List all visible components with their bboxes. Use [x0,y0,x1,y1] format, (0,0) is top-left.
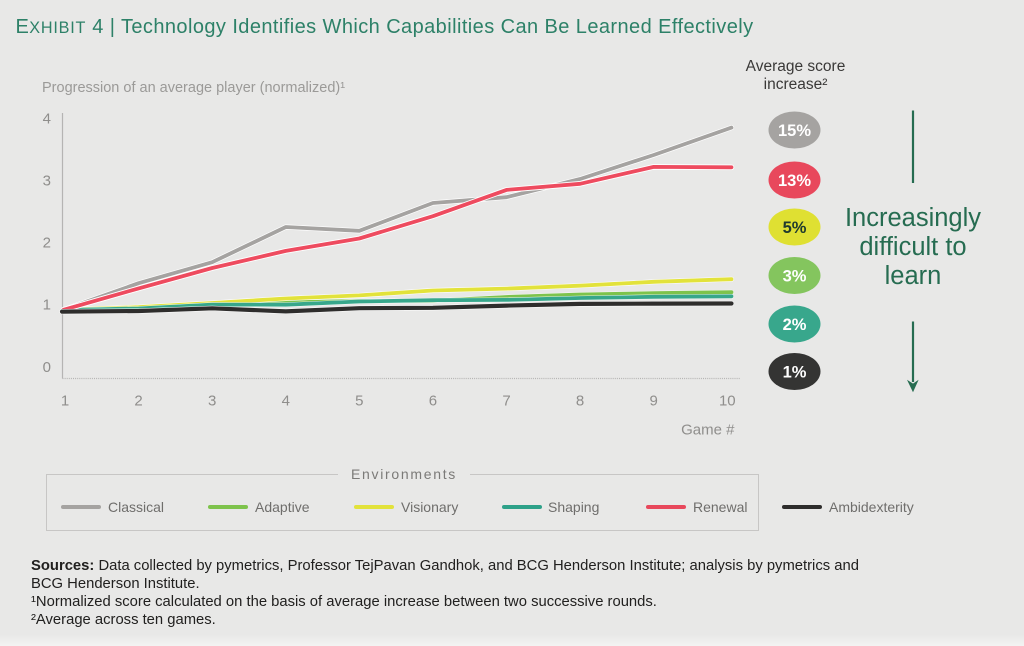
svg-text:1%: 1% [783,363,807,381]
svg-text:5: 5 [355,393,363,410]
svg-text:13%: 13% [778,172,811,190]
svg-text:2%: 2% [783,316,807,334]
svg-text:3: 3 [43,173,51,190]
svg-text:10: 10 [719,393,736,410]
svg-text:0: 0 [43,359,51,376]
svg-text:3%: 3% [783,267,807,285]
svg-text:8: 8 [576,393,584,410]
svg-text:9: 9 [650,393,658,410]
svg-text:2: 2 [134,393,142,410]
svg-text:1: 1 [43,297,51,314]
svg-text:2: 2 [43,235,51,252]
svg-text:1: 1 [61,393,69,410]
svg-text:7: 7 [502,393,510,410]
svg-text:5%: 5% [783,219,807,237]
svg-text:6: 6 [429,393,437,410]
svg-text:4: 4 [43,111,51,128]
svg-text:Game #: Game # [681,422,735,439]
svg-text:15%: 15% [778,122,811,140]
svg-text:3: 3 [208,393,216,410]
svg-text:4: 4 [282,393,290,410]
